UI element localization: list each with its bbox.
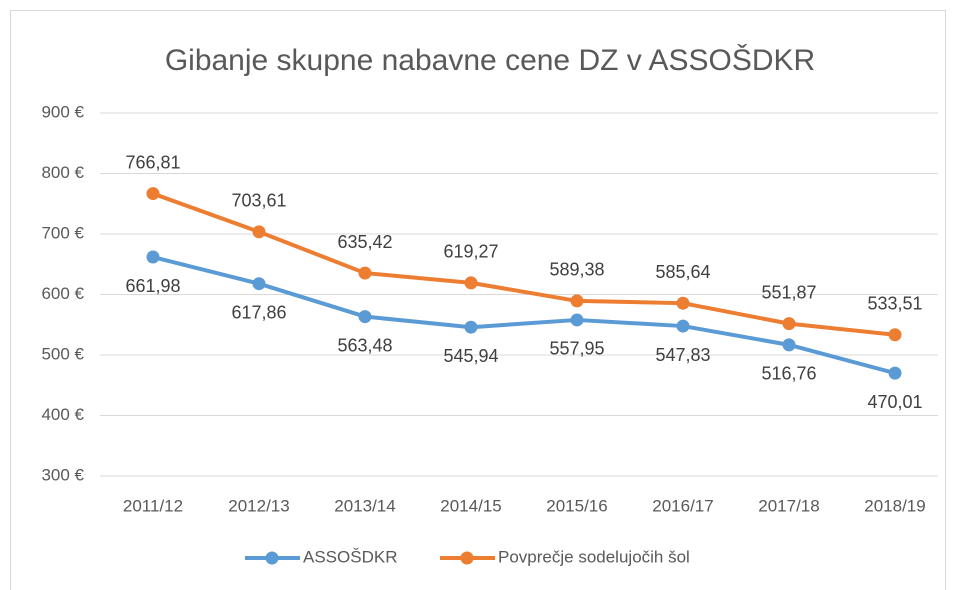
point: [676, 296, 690, 310]
point: [358, 310, 372, 324]
point: [676, 319, 690, 333]
series-line: [152, 191, 896, 337]
x-tick-label: 2011/12: [123, 496, 183, 515]
data-label: 661,98: [125, 276, 180, 296]
data-label: 545,94: [443, 346, 498, 366]
chart-title: Gibanje skupne nabavne cene DZ v ASSOŠDK…: [165, 43, 815, 77]
y-tick-label: 900 €: [41, 102, 84, 121]
data-label: 563,48: [337, 335, 392, 355]
data-label: 589,38: [549, 260, 604, 280]
data-label: 635,42: [337, 232, 392, 252]
legend-label: ASSOŠDKR: [303, 547, 397, 566]
point: [888, 366, 902, 380]
data-label: 470,01: [867, 392, 922, 412]
data-label: 551,87: [761, 282, 816, 302]
y-tick-label: 400 €: [41, 405, 84, 424]
x-tick-label: 2017/18: [758, 496, 819, 515]
legend-label: Povprečje sodelujočih šol: [498, 547, 690, 566]
x-tick-label: 2012/13: [228, 496, 289, 515]
x-tick-label: 2013/14: [334, 496, 395, 515]
point: [570, 313, 584, 327]
chart-border: [10, 10, 946, 590]
point: [570, 294, 584, 308]
point: [782, 338, 796, 352]
y-tick-label: 700 €: [41, 223, 84, 242]
x-tick-label: 2015/16: [546, 496, 607, 515]
legend-marker: [265, 551, 279, 565]
y-tick-label: 500 €: [41, 344, 84, 363]
point: [464, 276, 478, 290]
point: [782, 317, 796, 331]
x-tick-label: 2014/15: [440, 496, 501, 515]
point: [888, 328, 902, 342]
data-label: 703,61: [231, 191, 286, 211]
point: [358, 266, 372, 280]
x-tick-label: 2016/17: [652, 496, 713, 515]
data-label: 585,64: [655, 262, 710, 282]
x-tick-label: 2018/19: [864, 496, 925, 515]
series-line: [152, 255, 896, 376]
legend-marker: [460, 551, 474, 565]
point: [252, 225, 266, 239]
data-label: 619,27: [443, 242, 498, 262]
data-label: 766,81: [125, 152, 180, 172]
data-label: 617,86: [231, 302, 286, 322]
point: [146, 250, 160, 264]
point: [146, 187, 160, 201]
point: [252, 277, 266, 291]
data-label: 547,83: [655, 345, 710, 365]
y-tick-label: 600 €: [41, 284, 84, 303]
data-label: 516,76: [761, 364, 816, 384]
point: [464, 320, 478, 334]
y-tick-label: 300 €: [41, 465, 84, 484]
data-label: 557,95: [549, 339, 604, 359]
data-label: 533,51: [867, 293, 922, 313]
y-tick-label: 800 €: [41, 163, 84, 182]
